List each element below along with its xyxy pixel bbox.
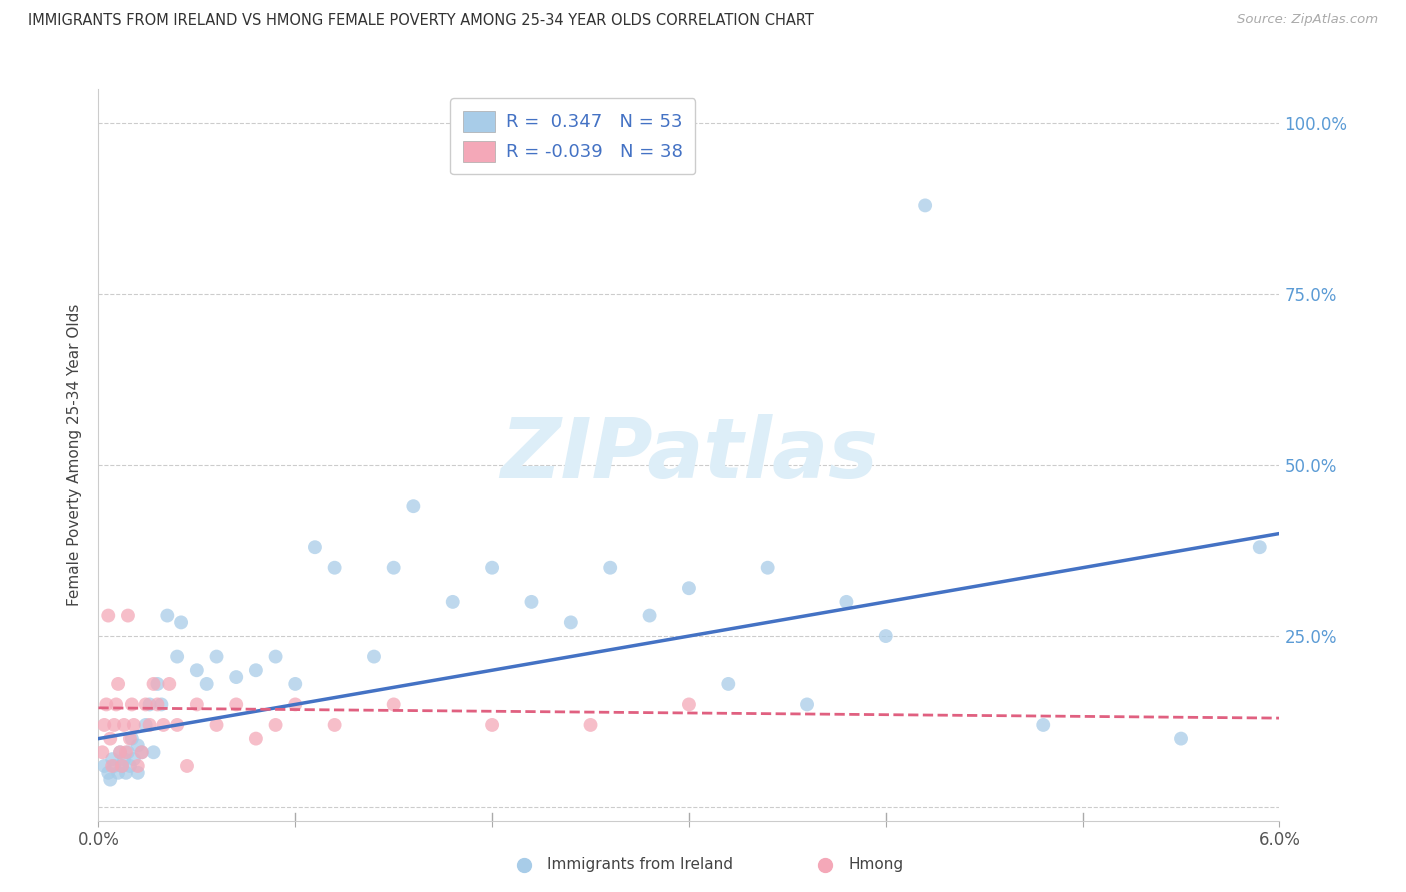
Legend: R =  0.347   N = 53, R = -0.039   N = 38: R = 0.347 N = 53, R = -0.039 N = 38 xyxy=(450,98,696,174)
Point xyxy=(115,765,138,780)
Point xyxy=(186,663,208,677)
Point xyxy=(157,677,180,691)
Point xyxy=(93,718,115,732)
Point xyxy=(131,745,153,759)
Point xyxy=(103,759,125,773)
Point xyxy=(284,698,307,712)
Point xyxy=(205,718,228,732)
Point xyxy=(176,759,198,773)
Point xyxy=(121,731,143,746)
Point xyxy=(323,560,346,574)
Point xyxy=(103,718,125,732)
Point xyxy=(1249,540,1271,554)
Point xyxy=(441,595,464,609)
Text: Immigrants from Ireland: Immigrants from Ireland xyxy=(547,857,733,872)
Point xyxy=(111,759,134,773)
Point xyxy=(150,698,173,712)
Text: Hmong: Hmong xyxy=(848,857,904,872)
Point xyxy=(105,698,128,712)
Point xyxy=(245,663,267,677)
Point xyxy=(166,718,188,732)
Text: Source: ZipAtlas.com: Source: ZipAtlas.com xyxy=(1237,13,1378,27)
Point xyxy=(127,739,149,753)
Point xyxy=(108,745,131,759)
Point xyxy=(117,608,139,623)
Point xyxy=(382,698,405,712)
Point xyxy=(117,745,139,759)
Point xyxy=(225,698,247,712)
Point xyxy=(363,649,385,664)
Point xyxy=(112,752,135,766)
Point xyxy=(118,731,141,746)
Point xyxy=(127,765,149,780)
Point xyxy=(97,608,120,623)
Point xyxy=(520,595,543,609)
Point xyxy=(111,759,134,773)
Point xyxy=(152,718,174,732)
Point xyxy=(170,615,193,630)
Point xyxy=(195,677,218,691)
Point xyxy=(112,718,135,732)
Point xyxy=(560,615,582,630)
Point xyxy=(97,765,120,780)
Point xyxy=(579,718,602,732)
Point xyxy=(304,540,326,554)
Point xyxy=(101,752,124,766)
Point xyxy=(98,772,121,787)
Point xyxy=(402,499,425,513)
Point xyxy=(245,731,267,746)
Point xyxy=(146,677,169,691)
Point xyxy=(264,718,287,732)
Y-axis label: Female Poverty Among 25-34 Year Olds: Female Poverty Among 25-34 Year Olds xyxy=(67,304,83,606)
Text: ZIPatlas: ZIPatlas xyxy=(501,415,877,495)
Point xyxy=(717,677,740,691)
Point xyxy=(122,752,145,766)
Point xyxy=(107,765,129,780)
Point xyxy=(756,560,779,574)
Point xyxy=(135,718,157,732)
Point xyxy=(127,759,149,773)
Point xyxy=(205,649,228,664)
Point xyxy=(115,745,138,759)
Point xyxy=(796,698,818,712)
Point xyxy=(122,718,145,732)
Point xyxy=(108,745,131,759)
Point xyxy=(138,698,160,712)
Point xyxy=(107,677,129,691)
Point xyxy=(186,698,208,712)
Point xyxy=(264,649,287,664)
Point xyxy=(135,698,157,712)
Point xyxy=(678,698,700,712)
Point xyxy=(93,759,115,773)
Point xyxy=(481,718,503,732)
Point xyxy=(481,560,503,574)
Point xyxy=(323,718,346,732)
Point xyxy=(1170,731,1192,746)
Point xyxy=(382,560,405,574)
Point xyxy=(225,670,247,684)
Point xyxy=(98,731,121,746)
Point xyxy=(96,698,118,712)
Point xyxy=(121,698,143,712)
Point xyxy=(835,595,858,609)
Point xyxy=(118,759,141,773)
Point xyxy=(1032,718,1054,732)
Point xyxy=(875,629,897,643)
Point xyxy=(91,745,114,759)
Point xyxy=(142,677,165,691)
Point xyxy=(166,649,188,664)
Point xyxy=(284,677,307,691)
Point xyxy=(142,745,165,759)
Point xyxy=(146,698,169,712)
Point xyxy=(638,608,661,623)
Point xyxy=(914,198,936,212)
Point xyxy=(678,581,700,595)
Point xyxy=(101,759,124,773)
Point xyxy=(156,608,179,623)
Text: IMMIGRANTS FROM IRELAND VS HMONG FEMALE POVERTY AMONG 25-34 YEAR OLDS CORRELATIO: IMMIGRANTS FROM IRELAND VS HMONG FEMALE … xyxy=(28,13,814,29)
Point xyxy=(599,560,621,574)
Point xyxy=(131,745,153,759)
Point xyxy=(138,718,160,732)
